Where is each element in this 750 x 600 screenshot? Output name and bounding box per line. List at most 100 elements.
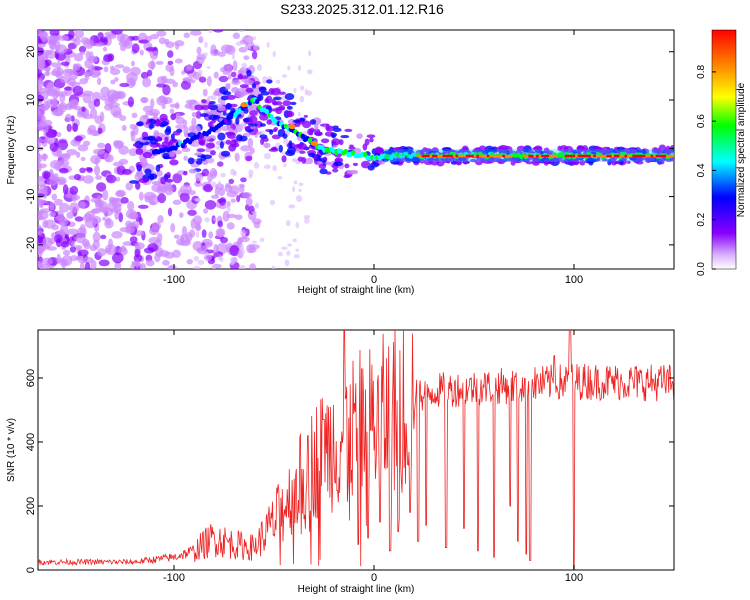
noise-blob — [72, 122, 79, 133]
noise-blob — [119, 82, 130, 88]
noise-blob — [220, 100, 225, 104]
band-core — [588, 154, 592, 158]
ridge-blob — [445, 158, 450, 163]
bottom-x-tick-label: 0 — [371, 572, 377, 584]
band-core — [533, 154, 537, 158]
ridge-blob — [301, 156, 307, 164]
top-y-tick-label: 10 — [25, 94, 37, 106]
noise-blob — [62, 249, 71, 256]
ridge-blob — [246, 69, 252, 77]
noise-blob — [89, 129, 99, 136]
noise-blob — [97, 142, 106, 149]
noise-blob — [297, 65, 302, 71]
ridge-blob — [320, 138, 330, 144]
noise-blob — [60, 241, 70, 248]
band-core — [624, 154, 628, 158]
noise-blob — [38, 120, 48, 128]
ridge-blob — [509, 158, 520, 162]
noise-blob — [203, 208, 209, 214]
band-core — [517, 154, 522, 158]
noise-blob — [74, 216, 84, 222]
noise-blob — [72, 64, 81, 71]
band-core — [499, 154, 503, 158]
band-core — [473, 154, 477, 158]
band-core — [580, 154, 584, 158]
noise-blob — [226, 222, 235, 230]
top-x-tick-label: -100 — [163, 274, 185, 286]
ridge-blob — [224, 83, 231, 90]
noise-blob — [167, 60, 174, 65]
noise-blob — [238, 30, 245, 33]
noise-blob — [100, 234, 107, 240]
noise-blob — [147, 243, 159, 252]
ridge-blob — [132, 143, 140, 147]
ridge-blob — [220, 150, 231, 157]
noise-blob — [186, 64, 193, 71]
noise-blob — [234, 214, 243, 220]
noise-blob — [125, 182, 133, 191]
ridge-blob — [209, 100, 216, 105]
noise-blob — [134, 230, 145, 237]
noise-blob — [292, 238, 297, 243]
ridge-blob — [319, 168, 328, 175]
noise-blob — [95, 175, 102, 180]
noise-blob — [61, 255, 73, 267]
noise-blob — [253, 220, 261, 229]
band-core — [437, 154, 441, 158]
ridge-blob — [199, 140, 206, 146]
noise-blob — [218, 245, 223, 252]
noise-blob — [49, 211, 56, 218]
noise-blob — [38, 260, 43, 269]
noise-blob — [38, 110, 42, 117]
noise-blob — [245, 155, 253, 162]
noise-blob — [59, 153, 71, 159]
noise-blob — [41, 257, 53, 266]
ridge-blob — [644, 155, 652, 164]
ridge-blob — [498, 144, 509, 153]
noise-blob — [92, 208, 99, 214]
noise-blob — [305, 90, 313, 96]
noise-blob — [162, 97, 173, 104]
band-core — [546, 154, 550, 158]
ridge-blob — [159, 113, 168, 122]
noise-blob — [232, 170, 237, 177]
ridge-blob — [333, 161, 343, 167]
ridge-blob — [340, 134, 350, 139]
band-core — [627, 154, 631, 158]
ridge-blob — [138, 178, 149, 184]
noise-blob — [142, 114, 149, 120]
noise-blob — [204, 199, 217, 210]
ridge-blob — [144, 168, 152, 176]
ridge-blob — [278, 91, 286, 95]
noise-blob — [90, 197, 102, 203]
ridge-blob — [217, 105, 226, 112]
noise-blob — [56, 147, 63, 159]
noise-blob — [226, 200, 231, 208]
noise-blob — [105, 247, 112, 254]
noise-blob — [79, 167, 86, 174]
noise-blob — [195, 142, 200, 147]
noise-blob — [86, 167, 93, 173]
noise-blob — [174, 58, 183, 64]
noise-blob — [94, 42, 104, 47]
noise-blob — [218, 203, 227, 210]
band-core — [564, 154, 568, 158]
band-core — [640, 154, 644, 158]
ridge-blob — [239, 135, 248, 142]
noise-blob — [120, 44, 127, 52]
noise-blob — [200, 250, 208, 256]
band-core — [595, 154, 600, 158]
noise-blob — [142, 77, 152, 88]
ridge-blob — [344, 163, 350, 169]
noise-blob — [218, 75, 229, 83]
noise-blob — [104, 103, 113, 111]
noise-blob — [264, 152, 271, 160]
noise-blob — [92, 148, 105, 155]
noise-blob — [51, 193, 58, 201]
noise-blob — [38, 78, 44, 89]
noise-blob — [262, 75, 268, 82]
ridge-blob — [172, 130, 181, 136]
noise-blob — [293, 87, 297, 93]
ridge-blob — [356, 133, 363, 139]
ridge-blob — [284, 93, 295, 101]
